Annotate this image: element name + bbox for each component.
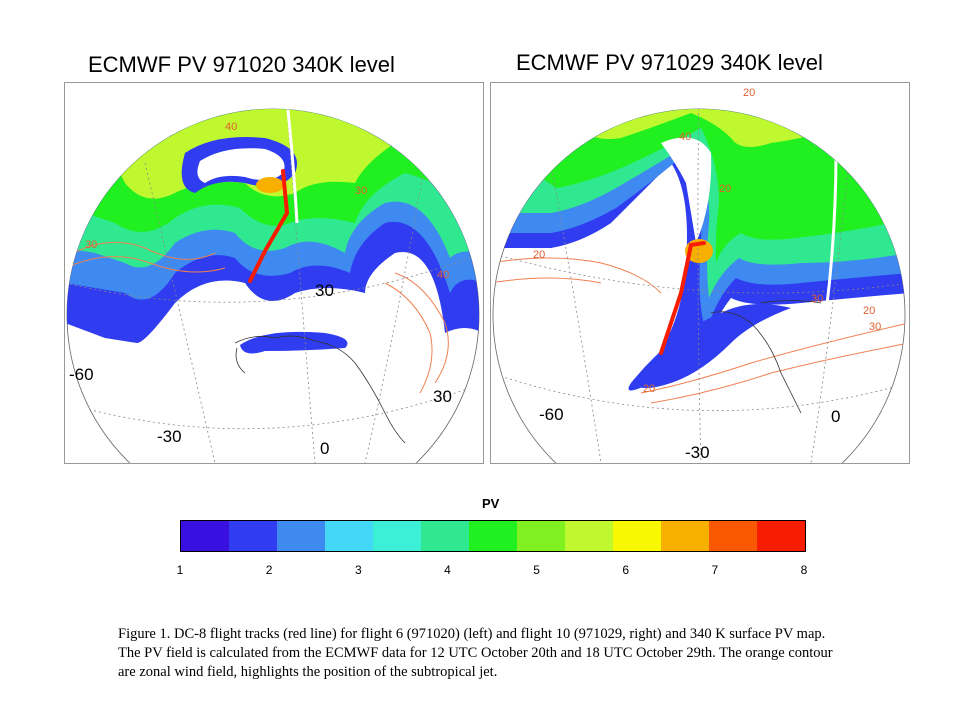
right-map-label-0: 0 — [831, 407, 841, 426]
left-contour-label: 40 — [225, 121, 238, 133]
colorbar-segment — [277, 521, 325, 551]
colorbar-title: PV — [482, 496, 500, 511]
left-map-label-30-top: 30 — [315, 281, 334, 300]
left-contour-label: 40 — [437, 269, 450, 281]
right-map: -60 0 -30 20 40 20 20 30 20 30 20 — [490, 82, 910, 464]
colorbar-tick-label: 3 — [354, 563, 362, 577]
right-contour-label: 20 — [863, 305, 876, 317]
left-map-title: ECMWF PV 971020 340K level — [88, 52, 395, 77]
colorbar — [180, 520, 806, 552]
right-contour-label: 20 — [533, 249, 546, 261]
right-map-graphic — [492, 108, 906, 463]
colorbar-segment — [517, 521, 565, 551]
right-contour-label: 30 — [811, 293, 824, 305]
colorbar-tick-label: 5 — [533, 563, 540, 577]
right-contour-label: 20 — [743, 87, 756, 99]
colorbar-segment — [757, 521, 805, 551]
colorbar-segment — [325, 521, 373, 551]
right-contour-label: 20 — [719, 183, 732, 195]
right-contour-label: 20 — [643, 383, 656, 395]
left-map-graphic — [66, 108, 480, 463]
right-map-label-neg60: -60 — [539, 405, 564, 424]
right-map-label-neg30: -30 — [685, 443, 710, 462]
colorbar-tick-label: 8 — [800, 563, 808, 577]
left-map-label-0: 0 — [320, 439, 330, 458]
left-contour-label: 30 — [85, 239, 98, 251]
right-flight-track — [659, 241, 706, 355]
left-map-label-30-right: 30 — [433, 387, 452, 406]
colorbar-segment — [421, 521, 469, 551]
colorbar-segment — [181, 521, 229, 551]
right-contour-label: 40 — [679, 131, 692, 143]
colorbar-segment — [565, 521, 613, 551]
left-map-label-neg30: -30 — [157, 427, 182, 446]
right-contour-label: 30 — [869, 321, 882, 333]
colorbar-tick-label: 2 — [265, 563, 273, 577]
colorbar-tick-label: 1 — [176, 563, 184, 577]
colorbar-segment — [709, 521, 757, 551]
left-map: 30 -60 30 -30 0 40 30 40 30 — [64, 82, 484, 464]
colorbar-segment — [661, 521, 709, 551]
colorbar-segment — [373, 521, 421, 551]
colorbar-segment — [229, 521, 277, 551]
figure-caption: Figure 1. DC-8 flight tracks (red line) … — [118, 625, 838, 682]
left-contour-label: 30 — [355, 185, 368, 197]
left-flight-track — [248, 169, 290, 283]
colorbar-tick-label: 6 — [622, 563, 630, 577]
caption-text: Figure 1. DC-8 flight tracks (red line) … — [118, 626, 833, 680]
colorbar-tick-label: 7 — [711, 563, 719, 577]
colorbar-segment — [613, 521, 661, 551]
colorbar-tick-label: 4 — [444, 563, 451, 577]
right-map-title: ECMWF PV 971029 340K level — [516, 50, 823, 75]
colorbar-segment — [469, 521, 517, 551]
left-map-label-neg60: -60 — [69, 365, 94, 384]
